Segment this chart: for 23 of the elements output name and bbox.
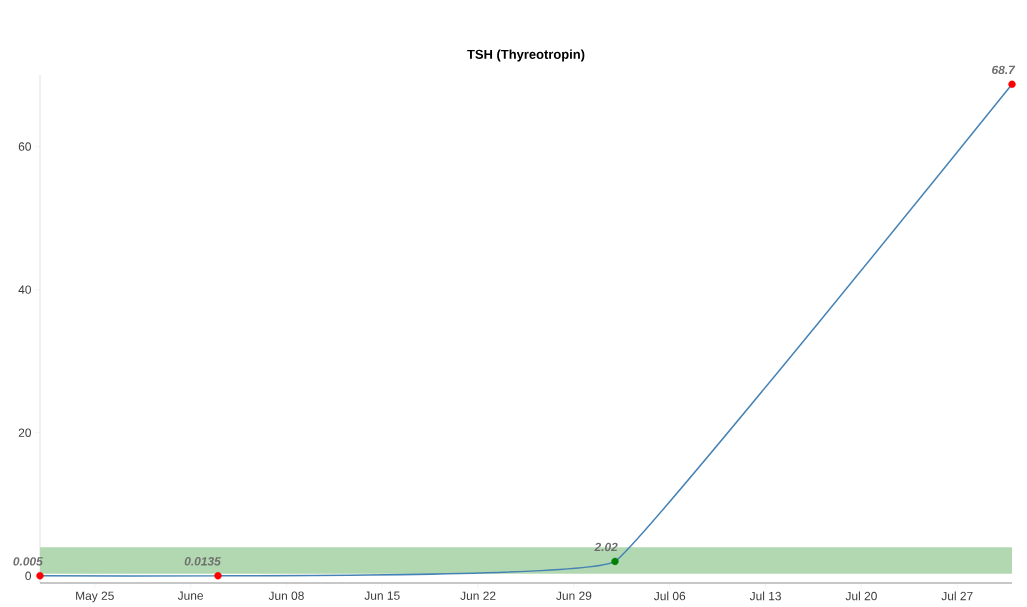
- y-tick-label: 20: [18, 428, 32, 437]
- x-tick-label: Jul 06: [653, 591, 686, 601]
- x-tick-label: Jun 15: [364, 591, 400, 600]
- point: [36, 572, 44, 580]
- x-tick-label: Jul 20: [845, 591, 877, 601]
- point: [1008, 80, 1016, 88]
- point: [214, 572, 222, 580]
- y-tick-label: 0: [25, 571, 32, 581]
- y-tick-label: 60: [18, 142, 32, 151]
- data-label: 2.02: [594, 542, 618, 552]
- data-label: 68.7: [992, 65, 1016, 75]
- x-tick-label: Jun 29: [556, 591, 592, 600]
- x-tick-label: Jul 27: [941, 591, 973, 601]
- x-tick-label: June: [177, 591, 204, 600]
- chart-title: TSH (Thyreotropin): [467, 49, 585, 62]
- x-tick-label: Jul 13: [749, 591, 781, 601]
- point: [611, 557, 619, 566]
- y-tick-label: 40: [18, 285, 32, 294]
- x-tick-label: May 25: [76, 591, 114, 603]
- data-label: 0.005: [13, 557, 43, 566]
- x-tick-label: Jun 22: [460, 591, 496, 600]
- x-tick-label: Jun 08: [268, 591, 304, 600]
- data-label: 0.0135: [184, 557, 221, 566]
